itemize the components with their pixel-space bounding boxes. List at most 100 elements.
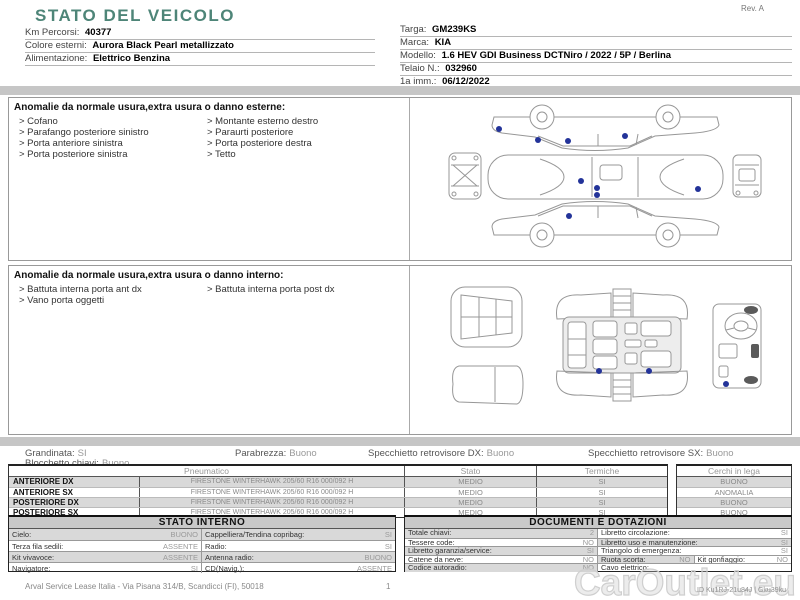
table-cell: Antenna radio: BUONO [202,552,395,562]
damage-dots [596,368,729,387]
tyre-position: POSTERIORE DX [9,498,140,507]
tyre-table: Pneumatico Stato Termiche ANTERIORE DX F… [8,464,668,518]
cell-label: Codice autoradio: [408,564,467,572]
trunk-view-upper [450,286,523,348]
anomaly-item: > Cofano [19,116,58,127]
damage-dot [695,186,701,192]
b-pillar-top [612,288,632,318]
tyre-table-header: Pneumatico Stato Termiche [9,466,667,477]
column-header-termiche: Termiche [584,466,620,476]
cell-label: Tessere code: [408,538,455,547]
damage-dot [596,368,602,374]
interior-anomalies-title: Anomalie da normale usura,extra usura o … [14,270,284,281]
car-side-view [491,201,720,248]
summary-value: Buono [102,458,129,469]
summary-label: Grandinata: [25,448,75,459]
field-modello: Modello: 1.6 HEV GDI Business DCTNiro / … [400,50,792,63]
tyre-winter: SI [537,477,667,487]
footer-company-address: Arval Service Lease Italia - Via Pisana … [25,582,264,591]
panel-divider [409,98,410,260]
anomaly-item: > Tetto [207,149,236,160]
table-cell: Libretto garanzia/service: SI [405,547,598,555]
anomaly-item: > Vano porta oggetti [19,295,105,306]
documenti-dotazioni-table: DOCUMENTI E DOTAZIONI Totale chiavi: 2 L… [404,515,792,572]
cell-value: ASSENTE [162,553,198,562]
car-rear-view [732,154,762,198]
field-marca: Marca: KIA [400,37,792,50]
cell-value: NO [582,538,594,547]
page-title: STATO DEL VEICOLO [35,6,235,25]
summary-value: Buono [706,448,734,459]
b-pillar-bottom [612,372,632,402]
field-label: 1a imm.: [400,76,437,87]
summary-value: SI [77,448,87,459]
field-label: Alimentazione: [25,53,88,64]
table-cell: Catene da neve: NO [405,555,598,564]
table-cell: Ruota scorta: NO [598,555,695,564]
field-value: Elettrico Benzina [92,53,171,64]
damage-dot [723,381,729,387]
tyre-winter: SI [537,498,667,507]
car-front-view [448,152,482,200]
anomaly-item: > Porta anteriore sinistra [19,138,123,149]
dashboard-view [712,303,762,389]
field-telaio: Telaio N.: 032960 [400,63,792,76]
tyre-state: MEDIO [405,488,537,497]
table-cell: Cappelliera/Tendina copribag: SI [202,529,395,540]
tyre-winter: SI [598,488,606,497]
alloy-wheel-state: BUONO [677,507,791,517]
field-alimentazione: Alimentazione: Elettrico Benzina [25,53,375,66]
table-cell: Codice autoradio: NO [405,564,598,572]
table-cell: Totale chiavi: 2 [405,529,598,538]
field-targa: Targa: GM239KS [400,24,792,37]
tyre-description: FIRESTONE WINTERHAWK 205/60 R16 000/092 … [140,508,405,517]
table-row: Kit vivavoce: ASSENTE Antenna radio: BUO… [9,551,395,562]
car-top-view [487,154,724,200]
stato-interno-table: STATO INTERNO Cielo: BUONO Cappelliera/T… [8,515,396,573]
interior-anomalies-panel: Anomalie da normale usura,extra usura o … [8,265,792,435]
damage-dot [578,178,584,184]
field-value: Aurora Black Pearl metallizzato [92,40,234,51]
tyre-row-anteriore-dx: ANTERIORE DX FIRESTONE WINTERHAWK 205/60… [9,477,667,487]
tyre-row-posteriore-dx: POSTERIORE DX FIRESTONE WINTERHAWK 205/6… [9,497,667,507]
field-label: Telaio N.: [400,63,440,74]
interior-anomalies-list-left: > Battuta interna porta ant dx > Vano po… [19,284,142,306]
cell-value: ASSENTE [356,564,392,573]
cell-value: NO [679,555,691,564]
panel-divider [409,266,410,434]
interior-anomalies-list-right: > Battuta interna porta post dx [207,284,335,295]
cell-value: BUONO [364,553,392,562]
cell-label: Radio: [205,542,227,551]
summary-label: Specchietto retrovisore SX: [588,448,704,459]
field-colore-esterni: Colore esterni: Aurora Black Pearl metal… [25,40,375,53]
table-row: Catene da neve: NO Ruota scorta: NO Kit … [405,554,792,564]
page-number: 1 [386,582,391,591]
tyre-description: FIRESTONE WINTERHAWK 205/60 R16 000/092 … [140,488,405,497]
tyre-position: ANTERIORE DX [9,477,140,487]
cell-value: NO [582,555,594,564]
table-cell: Kit gonfiaggio: NO [695,556,792,564]
cell-label: Cielo: [12,530,32,539]
vehicle-info-left: Km Percorsi: 40377 Colore esterni: Auror… [25,27,375,66]
field-value: GM239KS [432,24,477,35]
anomaly-item: > Battuta interna porta ant dx [19,284,142,295]
exterior-anomalies-list-right: > Montante esterno destro > Paraurti pos… [207,116,318,160]
section-divider-bar [0,437,800,446]
revision-label: Rev. A [741,4,764,13]
cell-value: SI [780,529,788,537]
cell-label: Navigatore: [12,564,51,573]
column-header-pneumatico: Pneumatico [9,466,405,476]
tyre-description: FIRESTONE WINTERHAWK 205/60 R16 000/092 … [140,477,405,487]
cell-label: CD(Navig.): [205,564,245,573]
anomaly-item: > Parafango posteriore sinistro [19,127,149,138]
table-cell: Cielo: BUONO [9,529,202,540]
table-row: Totale chiavi: 2 Libretto circolazione: … [405,529,791,538]
cell-value: NO [582,564,594,572]
field-label: Targa: [400,24,427,35]
column-header-stato: Stato [405,466,537,476]
exterior-anomalies-panel: Anomalie da normale usura,extra usura o … [8,97,792,261]
field-label: Marca: [400,37,430,48]
alloy-wheel-state: ANOMALIA [677,487,791,497]
cell-label: Libretto uso e manutenzione: [601,538,698,547]
